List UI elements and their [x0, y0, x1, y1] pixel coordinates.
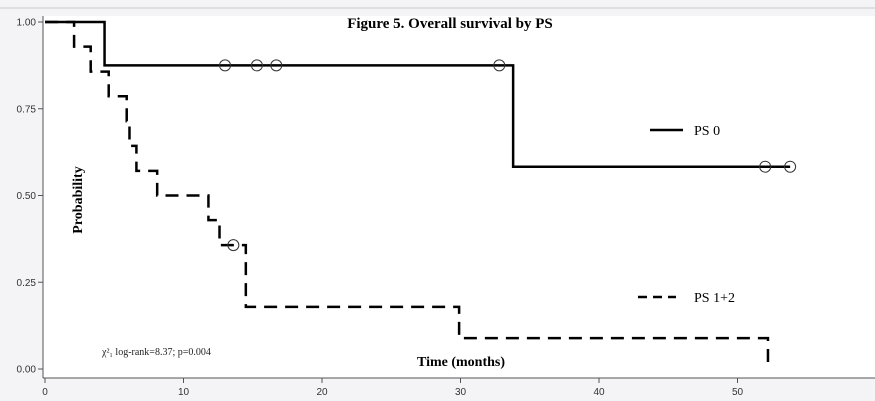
y-tick-label: 0.50: [17, 191, 37, 202]
x-tick-label: 20: [316, 387, 328, 396]
y-tick-label: 0.00: [17, 365, 37, 376]
x-tick-label: 50: [732, 387, 744, 396]
censor-mark: [270, 59, 283, 72]
series-line-ps12: [45, 20, 770, 369]
y-tick-label: 1.00: [17, 18, 37, 29]
y-tick-label: 0.75: [17, 104, 37, 115]
censor-mark: [493, 59, 506, 72]
series-line-ps0: [45, 20, 791, 168]
censor-mark: [250, 59, 263, 72]
x-tick-label: 40: [593, 387, 605, 396]
x-tick-label: 30: [455, 387, 467, 396]
x-tick-label: 10: [178, 387, 190, 396]
censor-mark: [759, 160, 772, 173]
y-tick-label: 0.25: [17, 278, 37, 289]
x-tick-label: 0: [42, 387, 48, 396]
chart-title: Figure 5. Overall survival by PS: [347, 16, 553, 32]
legend: PS 0 PS 1+2: [638, 124, 735, 306]
stat-annotation: χ²₁ log-rank=8.37; p=0.004: [101, 347, 211, 358]
x-axis-label: Time (months): [417, 355, 505, 370]
censor-mark: [219, 59, 232, 72]
censor-mark: [227, 239, 240, 252]
legend-label-ps12: PS 1+2: [694, 291, 735, 306]
y-axis-label: Probability: [71, 166, 86, 233]
censor-mark: [784, 160, 797, 173]
legend-label-ps0: PS 0: [694, 124, 720, 139]
